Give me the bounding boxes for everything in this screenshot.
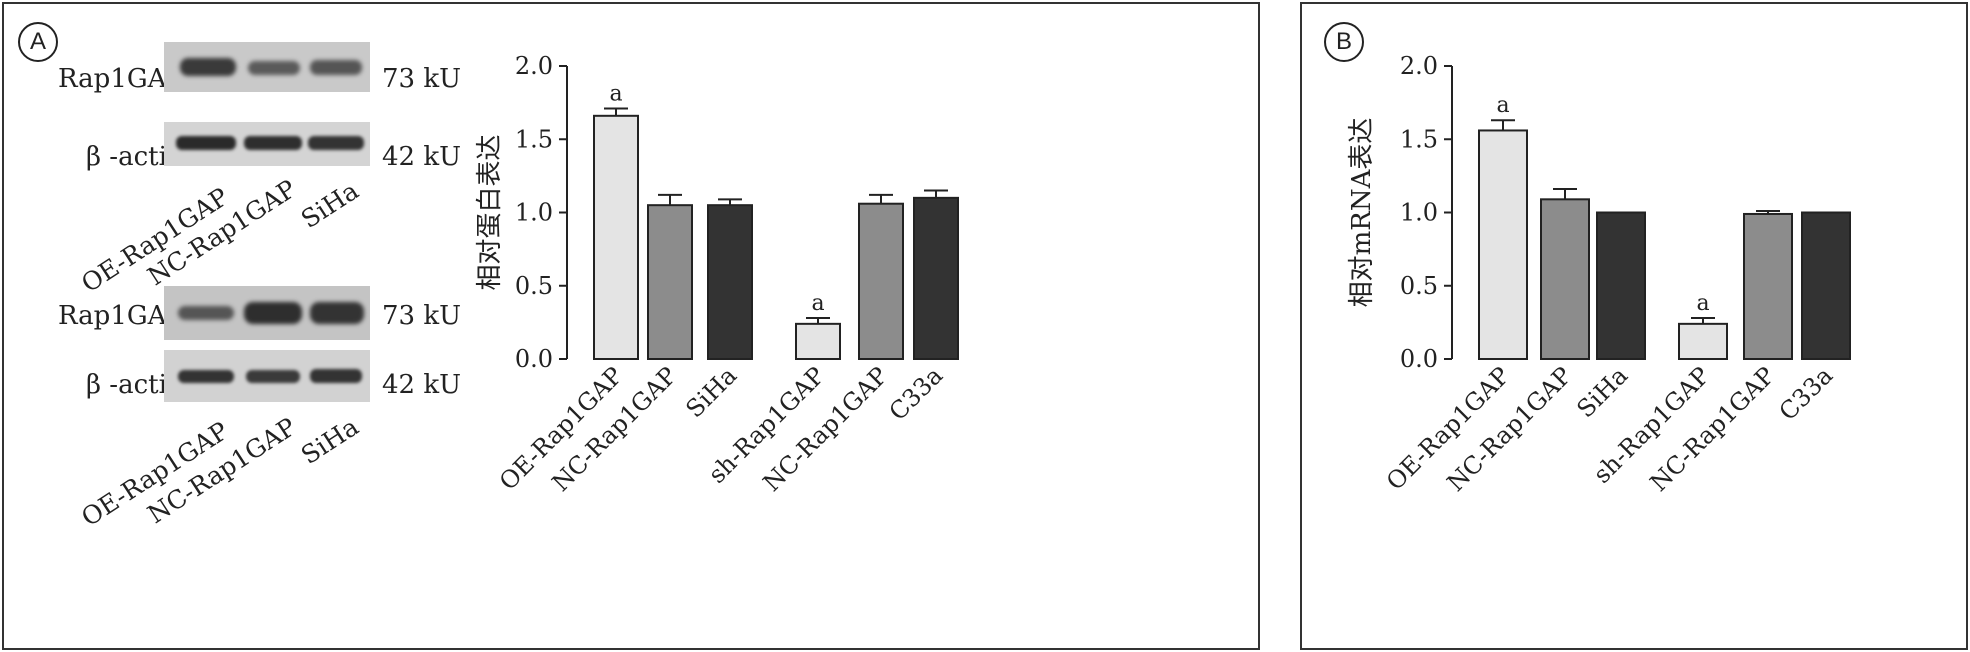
x-category-label: SiHa	[680, 361, 742, 423]
y-tick-label: 1.5	[515, 125, 553, 153]
blot-bottom-protein-label: Rap1GAP	[58, 301, 184, 331]
panel-a-label: A	[18, 22, 58, 62]
y-tick-label: 1.0	[1400, 199, 1438, 227]
y-tick-label: 0.5	[1400, 272, 1438, 300]
y-tick-label: 2.0	[1400, 52, 1438, 80]
y-tick-label: 0.5	[515, 272, 553, 300]
bar	[1801, 211, 1851, 360]
blot-top-protein-image	[164, 42, 370, 92]
y-tick-label: 0.0	[1400, 345, 1438, 373]
blot-bottom-protein-image	[164, 286, 370, 340]
x-category-label: SiHa	[1571, 361, 1633, 423]
significance-label: a	[1496, 93, 1509, 118]
bar	[1743, 212, 1793, 360]
panel-a: A Rap1GAP 73 kU β -actin 42 kU OE-Rap1GA…	[2, 2, 1260, 650]
x-category-label: C33a	[1774, 361, 1839, 426]
y-axis-label: 相对蛋白表达	[475, 134, 505, 290]
panel-b-label: B	[1324, 22, 1364, 62]
blot-top-protein-size: 73 kU	[382, 64, 462, 94]
blot-top-protein-label: Rap1GAP	[58, 64, 184, 94]
bar	[1540, 198, 1590, 360]
blot-top-control-image	[164, 122, 370, 166]
bar	[707, 204, 753, 360]
y-tick-label: 0.0	[515, 345, 553, 373]
y-axis-label: 相对mRNA表达	[1347, 118, 1377, 308]
blot-bottom-control-size: 42 kU	[382, 370, 462, 400]
bar	[593, 114, 639, 360]
bar	[795, 322, 841, 360]
bar	[1596, 211, 1646, 360]
bar	[1678, 322, 1728, 360]
y-tick-label: 1.0	[515, 199, 553, 227]
blot-top-control-size: 42 kU	[382, 142, 462, 172]
bar	[1478, 129, 1528, 360]
significance-label: a	[609, 81, 622, 106]
bar	[913, 196, 959, 360]
panel-b: B 0.0 0.5 1.0 1.5 2.0 相对mRNA表达 a OE-Rap1GAP NC-R…	[1300, 2, 1968, 650]
protein-expression-chart: 0.00.51.01.52.0相对蛋白表达aOE-Rap1GAPNC-Rap1G…	[475, 52, 959, 497]
mrna-expression-chart: 0.00.51.01.52.0相对mRNA表达aOE-Rap1GAPNC-Rap…	[1347, 52, 1851, 497]
y-tick-label: 1.5	[1400, 125, 1438, 153]
blot-bottom-protein-size: 73 kU	[382, 301, 462, 331]
bar	[647, 204, 693, 360]
y-tick-label: 2.0	[515, 52, 553, 80]
x-category-label: C33a	[884, 361, 949, 426]
significance-label: a	[1696, 291, 1709, 316]
blot-bottom-control-image	[164, 350, 370, 402]
bar	[858, 202, 904, 360]
significance-label: a	[811, 291, 824, 316]
